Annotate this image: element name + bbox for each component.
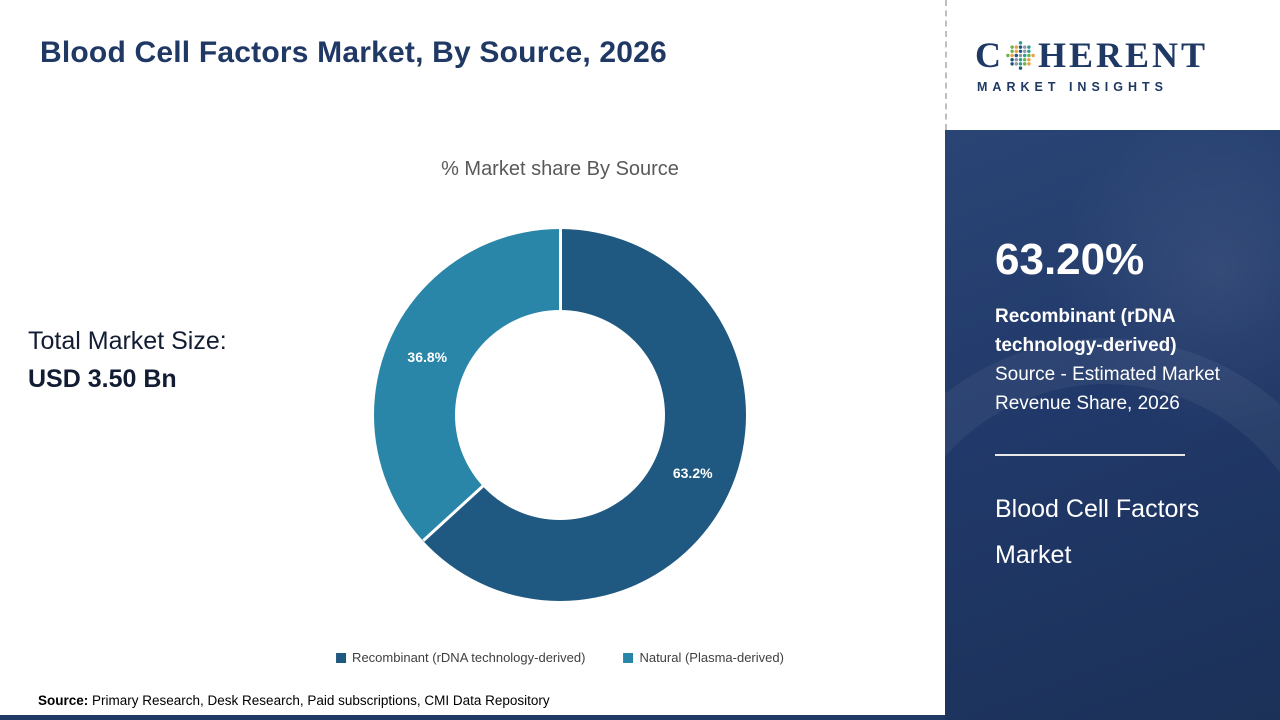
globe-dot (1022, 61, 1027, 66)
donut-chart: 63.2% 36.8% (374, 229, 746, 601)
logo-text-start: C (975, 35, 1004, 75)
report-title: Blood Cell Factors Market (995, 495, 1200, 569)
total-market-value: USD 3.50 Bn (28, 365, 177, 393)
legend-label: Natural (Plasma-derived) (639, 650, 784, 665)
highlight-stat-subtitle: Source - Estimated Market Revenue Share,… (995, 364, 1220, 414)
globe-dot (1031, 53, 1035, 57)
globe-dot (1014, 44, 1019, 49)
globe-dot (1010, 53, 1014, 57)
main-panel: Blood Cell Factors Market, By Source, 20… (0, 36, 945, 720)
page-title: Blood Cell Factors Market, By Source, 20… (40, 36, 667, 69)
globe-dot (1014, 57, 1019, 61)
legend-item: Recombinant (rDNA technology-derived) (336, 650, 585, 665)
legend-label: Recombinant (rDNA technology-derived) (352, 650, 586, 665)
source-note: Source: Primary Research, Desk Research,… (38, 693, 550, 708)
divider-line (995, 454, 1185, 456)
globe-dot (1014, 53, 1019, 57)
legend-swatch (336, 652, 347, 663)
sidebar: C HERENT MARKET INSIGHTS 63.20% Recombin… (945, 0, 1280, 720)
company-logo: C HERENT MARKET INSIGHTS (945, 0, 1280, 130)
dotted-globe-icon (1006, 40, 1035, 70)
logo-text-end: HERENT (1038, 35, 1209, 75)
globe-dot (1027, 49, 1031, 53)
legend-swatch (623, 652, 634, 663)
chart-title: % Market share By Source (441, 158, 679, 180)
globe-dot (1014, 61, 1019, 66)
globe-dot (1014, 49, 1019, 53)
logo-tagline: MARKET INSIGHTS (977, 80, 1168, 94)
globe-dot (1022, 49, 1027, 53)
globe-dot (1018, 65, 1023, 70)
donut-hole (455, 310, 665, 520)
globe-dot (1010, 57, 1014, 61)
highlight-stat-value: 63.20% (995, 235, 1145, 284)
source-note-label: Source: (38, 693, 89, 708)
slice-data-label: 63.2% (672, 465, 713, 482)
logo-wordmark: C HERENT (975, 34, 1280, 76)
globe-dot (1027, 57, 1031, 61)
globe-dot (1010, 61, 1014, 66)
globe-dot (1010, 49, 1014, 53)
globe-dot (1018, 40, 1023, 45)
globe-dot (1018, 61, 1023, 66)
globe-dot (1006, 53, 1010, 57)
highlight-stat-title: Recombinant (rDNA technology-derived) (995, 306, 1177, 356)
bottom-accent-bar (0, 715, 945, 720)
globe-dot (1018, 49, 1023, 53)
globe-dot (1022, 44, 1027, 49)
source-note-text: Primary Research, Desk Research, Paid su… (88, 693, 550, 708)
globe-dot (1018, 53, 1023, 57)
legend-item: Natural (Plasma-derived) (623, 650, 784, 665)
globe-dot (1022, 53, 1027, 57)
globe-dot (1010, 44, 1014, 49)
slice-data-label: 36.8% (407, 348, 448, 365)
globe-dot (1027, 61, 1031, 66)
total-market-label: Total Market Size: (28, 327, 227, 355)
chart-legend: Recombinant (rDNA technology-derived) Nat… (336, 650, 784, 665)
globe-dot (1018, 57, 1023, 61)
globe-dot (1027, 53, 1031, 57)
globe-dot (1018, 44, 1023, 49)
globe-dot (1022, 57, 1027, 61)
total-market-size: Total Market Size: USD 3.50 Bn (28, 322, 227, 398)
globe-dot (1027, 44, 1031, 49)
sidebar-highlight-panel: 63.20% Recombinant (rDNA technology-deri… (945, 130, 1280, 720)
